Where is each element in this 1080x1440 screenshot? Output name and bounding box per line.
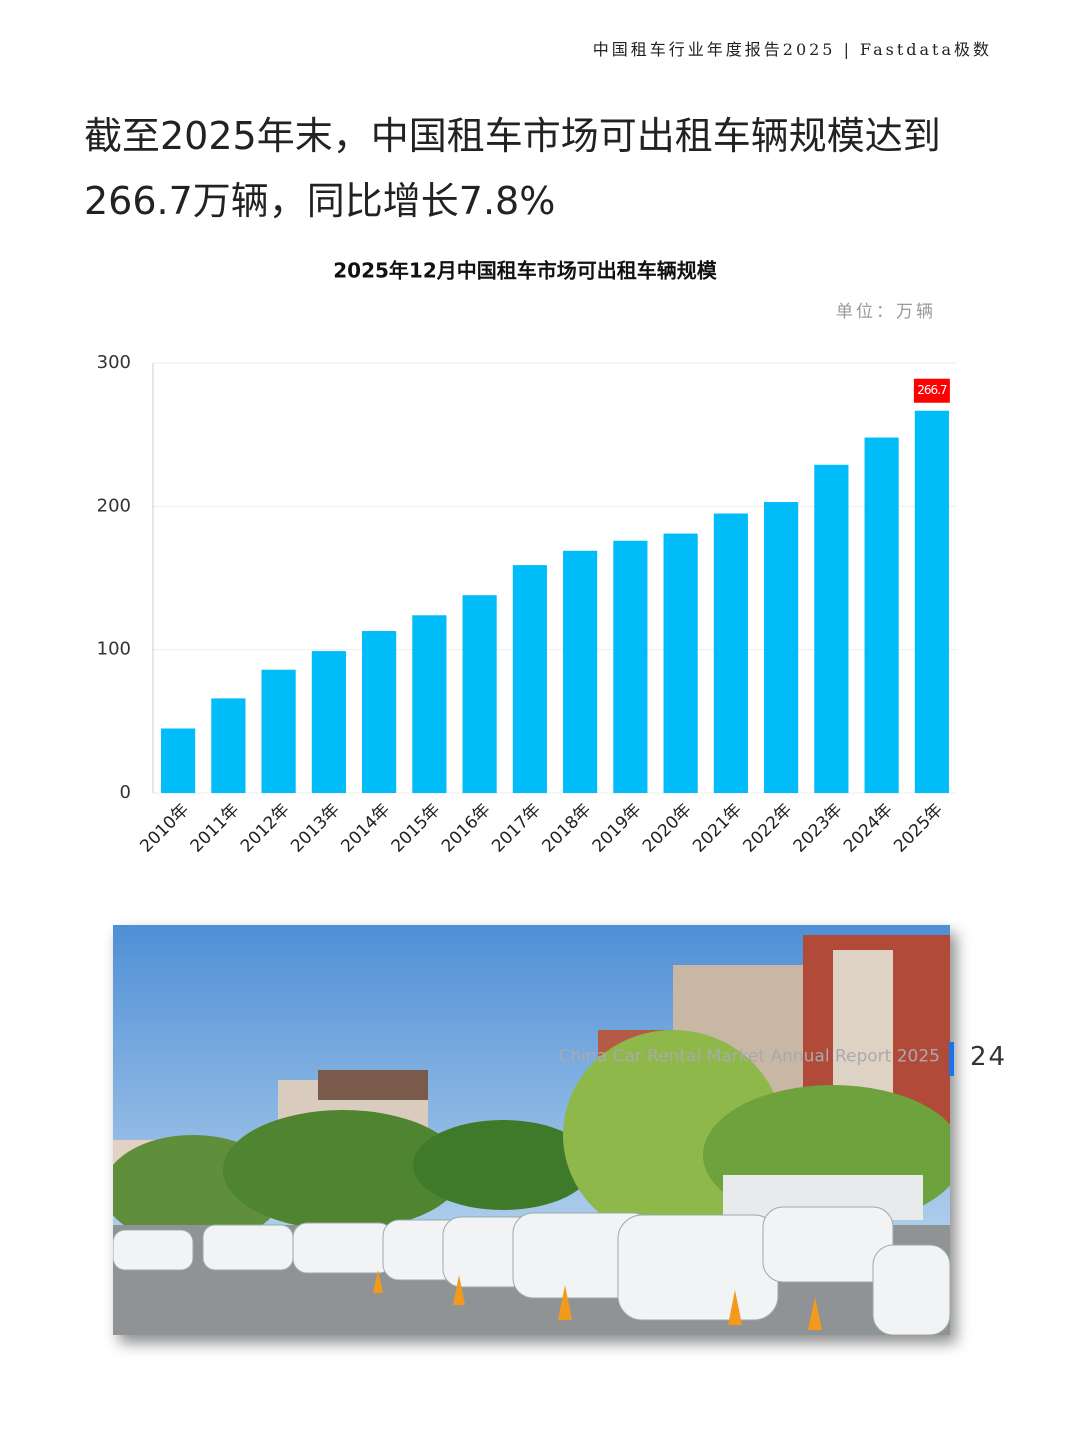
bar	[563, 550, 598, 793]
bar	[613, 540, 648, 793]
header-title: 中国租车行业年度报告2025 | Fastdata极数	[592, 40, 992, 59]
x-tick-label: 2021年	[689, 800, 746, 857]
unit-label: 单位：万辆	[836, 302, 936, 322]
x-tick-label: 2014年	[337, 800, 394, 857]
bar	[713, 513, 748, 793]
chart: 2025年12月中国租车市场可出租车辆规模 单位：万辆 0 100 200 300 20…	[97, 259, 957, 857]
bar	[412, 615, 447, 793]
x-tick-label: 2015年	[388, 800, 445, 857]
headline-line: 截至2025年末，中国租车市场可出租车辆规模达到	[84, 114, 941, 158]
page-number: 24	[970, 1042, 1008, 1072]
bar	[311, 651, 346, 793]
x-tick-label: 2020年	[639, 800, 696, 857]
bar	[663, 533, 698, 793]
x-tick-label: 2011年	[187, 800, 244, 857]
footer-divider	[949, 1042, 954, 1076]
x-tick-label: 2017年	[488, 800, 545, 857]
parking-lot-photo	[113, 925, 950, 1335]
footer: China Car Rental Market Annual Report 20…	[559, 1046, 941, 1067]
bar	[764, 502, 799, 793]
chart-title: 2025年12月中国租车市场可出租车辆规模	[333, 259, 717, 283]
bar	[914, 410, 949, 793]
bar	[211, 698, 246, 793]
x-tick-label: 2010年	[136, 800, 193, 857]
bar	[512, 565, 547, 793]
x-tick-label: 2025年	[890, 800, 947, 857]
y-tick-label: 200	[97, 495, 131, 516]
report-name: China Car Rental Market Annual Report 20…	[558, 1046, 941, 1067]
value-label-bg	[913, 378, 950, 403]
y-tick-label: 100	[97, 639, 131, 660]
x-tick-label: 2019年	[589, 800, 646, 857]
headline-line: 266.7万辆，同比增长7.8%	[84, 179, 556, 223]
x-tick-label: 2016年	[438, 800, 495, 857]
x-tick-label: 2022年	[739, 800, 796, 857]
y-tick-label: 0	[120, 782, 131, 803]
bar	[462, 595, 497, 793]
value-label: 266.7	[917, 383, 947, 397]
y-tick-label: 300	[97, 352, 131, 373]
x-tick-label: 2024年	[840, 800, 897, 857]
x-tick-label: 2013年	[287, 800, 344, 857]
bar	[161, 728, 196, 793]
bar	[864, 437, 899, 793]
bar	[261, 669, 296, 793]
bar	[362, 631, 397, 793]
x-tick-label: 2023年	[790, 800, 847, 857]
bar	[814, 464, 849, 793]
x-tick-label: 2012年	[237, 800, 294, 857]
x-tick-label: 2018年	[538, 800, 595, 857]
